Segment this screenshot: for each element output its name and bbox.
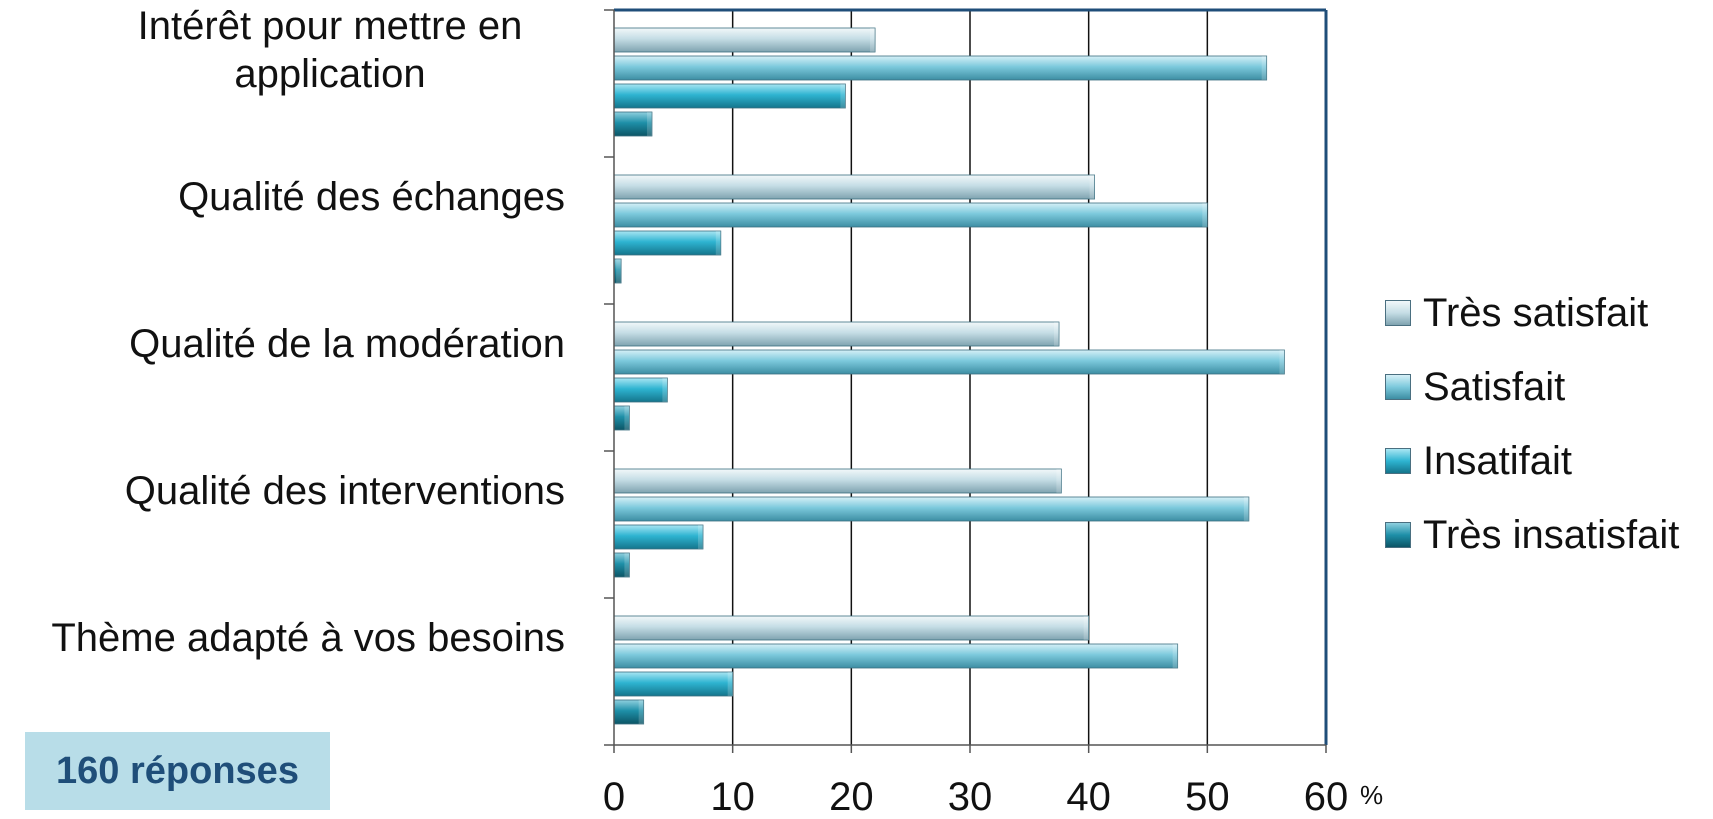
x-tick-label: 10 — [710, 775, 755, 819]
bar-tr-s-satisfait — [613, 174, 1096, 200]
bar-tr-s-insatisfait — [613, 111, 653, 137]
bar-end-cap — [1083, 616, 1089, 640]
bar-satisfait — [613, 349, 1285, 375]
bar-end-cap — [1172, 644, 1178, 668]
bar-end-cap — [1056, 469, 1062, 493]
bar-end-cap — [715, 231, 721, 255]
x-tick-label: 30 — [947, 775, 993, 819]
bar-end-cap — [1243, 497, 1249, 521]
bar-tr-s-satisfait — [613, 615, 1090, 641]
bar-satisfait — [613, 643, 1179, 669]
bar-end-cap — [840, 84, 846, 108]
bar-end-cap — [662, 378, 668, 402]
legend-swatch — [1385, 374, 1411, 400]
legend-item-insatifait: Insatifait — [1385, 424, 1679, 498]
legend-label: Insatifait — [1423, 438, 1572, 483]
bar-end-cap — [1261, 56, 1267, 80]
bar-end-cap — [616, 259, 622, 283]
bar-tr-s-satisfait — [613, 468, 1062, 494]
bar-end-cap — [624, 553, 630, 577]
x-tick-label: 50 — [1185, 775, 1230, 819]
category-label: Intérêt pour mettre en application — [137, 3, 523, 96]
bar-satisfait — [613, 55, 1268, 81]
bar-satisfait — [613, 202, 1208, 228]
category-label: Qualité de la modération — [129, 321, 565, 366]
legend-label: Très insatisfait — [1423, 512, 1680, 557]
bar-tr-s-satisfait — [613, 27, 876, 53]
legend-item-tres-satisfait: Très satisfait — [1385, 276, 1679, 350]
bar-satisfait — [613, 496, 1250, 522]
x-axis-unit: % — [1360, 780, 1384, 810]
x-tick-label: 60 — [1303, 775, 1349, 819]
legend-swatch — [1385, 522, 1411, 548]
bar-insatifait — [613, 524, 704, 550]
bar-tr-s-satisfait — [613, 321, 1060, 347]
legend-item-tres-insatisfait: Très insatisfait — [1385, 498, 1679, 572]
bar-insatifait — [613, 230, 722, 256]
response-count-note: 160 réponses — [25, 732, 330, 810]
bar-end-cap — [646, 112, 652, 136]
legend-label: Satisfait — [1423, 364, 1566, 409]
bar-insatifait — [613, 83, 846, 109]
category-label: Thème adapté à vos besoins — [51, 615, 565, 660]
bar-end-cap — [1279, 350, 1285, 374]
legend-swatch — [1385, 300, 1411, 326]
bar-end-cap — [638, 700, 644, 724]
legend-label: Très satisfait — [1423, 290, 1649, 335]
category-label: Qualité des interventions — [124, 468, 565, 513]
legend: Très satisfait Satisfait Insatifait Très… — [1385, 276, 1679, 572]
bar-insatifait — [613, 671, 734, 697]
bar-end-cap — [1089, 175, 1095, 199]
bar-end-cap — [698, 525, 703, 549]
x-tick-label: 40 — [1066, 775, 1111, 819]
x-tick-label: 20 — [829, 775, 874, 819]
category-label: Qualité des échanges — [178, 174, 565, 219]
bar-insatifait — [613, 377, 668, 403]
bar-end-cap — [624, 406, 630, 430]
bar-end-cap — [1054, 322, 1059, 346]
bar-end-cap — [870, 28, 876, 52]
legend-swatch — [1385, 448, 1411, 474]
legend-item-satisfait: Satisfait — [1385, 350, 1679, 424]
x-tick-label: 0 — [602, 775, 626, 819]
bar-end-cap — [1202, 203, 1208, 227]
bar-tr-s-insatisfait — [613, 699, 645, 725]
bar-end-cap — [727, 672, 733, 696]
